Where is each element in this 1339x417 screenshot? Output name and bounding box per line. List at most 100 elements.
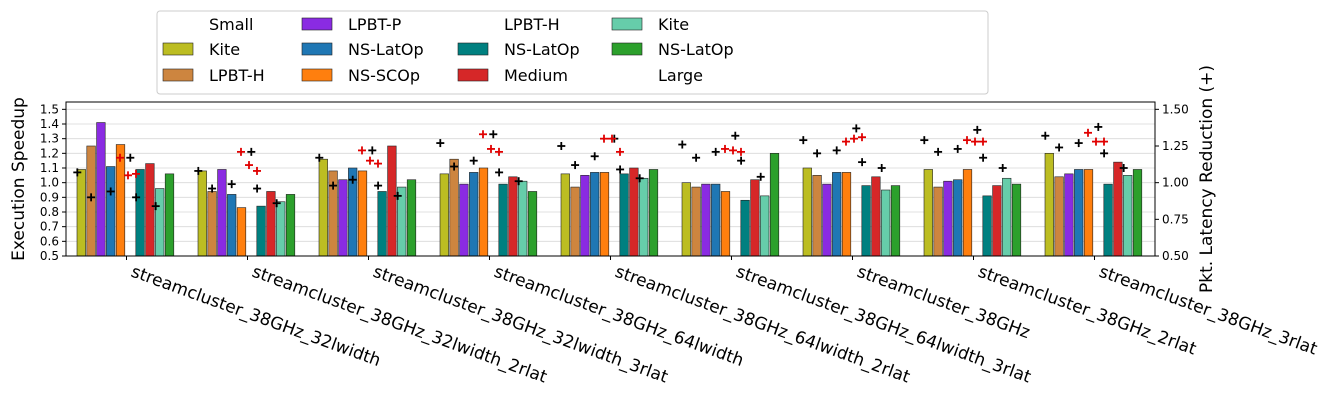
latency-marker-black (635, 174, 644, 183)
bar (518, 180, 528, 257)
latency-marker-black (858, 158, 867, 167)
bar (1132, 169, 1143, 257)
bar (397, 186, 407, 257)
bar (1123, 175, 1133, 257)
latency-marker-red (858, 133, 866, 142)
latency-marker-black (132, 193, 141, 202)
bar (841, 172, 852, 257)
bar (802, 167, 812, 257)
bar (135, 169, 145, 257)
bar (96, 122, 106, 257)
latency-marker-black (151, 202, 160, 211)
legend-swatch (162, 42, 194, 56)
bar (1064, 173, 1074, 257)
bar (861, 185, 871, 257)
bar (318, 158, 328, 257)
legend: Small Kite LPBT-H LPBT-P NS-LatOp NS-SCOp LPBT… (156, 10, 989, 95)
bar (236, 207, 247, 257)
y-axis-right: 0.50 0.75 1.00 1.25 1.50 (1155, 102, 1189, 263)
latency-marker-black (711, 147, 720, 156)
bar (276, 201, 286, 257)
bar (681, 182, 691, 257)
bar (711, 183, 721, 257)
latency-marker-black (393, 191, 402, 200)
latency-marker-red (1084, 128, 1092, 137)
legend-swatch (457, 68, 489, 82)
bar (629, 167, 639, 257)
latency-marker-red (1100, 137, 1108, 146)
bar (570, 186, 580, 257)
bar (1083, 169, 1094, 257)
legend-swatch (457, 42, 489, 56)
legend-label: Large (658, 66, 703, 85)
latency-marker-red (963, 136, 971, 145)
bars (76, 122, 1143, 257)
latency-marker-black (799, 136, 808, 145)
latency-marker-red (600, 134, 608, 143)
legend-swatch (301, 42, 333, 56)
bar (439, 173, 449, 257)
bar (164, 173, 175, 257)
bar (1113, 161, 1123, 257)
latency-marker-black (348, 175, 357, 184)
latency-marker-red (358, 146, 366, 155)
latency-marker-black (756, 172, 765, 181)
legend-label: Medium (504, 66, 568, 85)
bar (701, 183, 711, 257)
bar (1044, 153, 1054, 257)
bar (923, 169, 933, 257)
bar (871, 176, 881, 257)
latency-marker-black (877, 164, 886, 172)
legend-box (156, 10, 989, 95)
bar (580, 175, 590, 257)
bar (197, 170, 207, 257)
y2-tick-label: 1.25 (1162, 139, 1189, 153)
legend-label: LPBT-P (348, 15, 402, 34)
latency-marker-black (731, 131, 740, 140)
latency-marker-red (245, 161, 253, 170)
y-tick-label: 1.4 (40, 117, 59, 131)
bar (720, 191, 731, 257)
y2-tick-label: 1.50 (1162, 102, 1189, 116)
legend-swatch (301, 68, 333, 82)
y-tick-label: 1.3 (40, 132, 59, 146)
latency-marker-red (237, 147, 245, 156)
y-tick-label: 1.0 (40, 176, 59, 190)
bar (1054, 176, 1064, 257)
bar (953, 179, 963, 257)
bar (769, 153, 780, 257)
bar (943, 180, 953, 257)
latency-marker-red (366, 156, 374, 165)
y-axis-label: Execution Speedup (9, 97, 29, 261)
latency-marker-black (813, 149, 822, 158)
bar (933, 186, 943, 257)
latency-marker-black (1119, 164, 1128, 172)
latency-marker-black (469, 156, 478, 165)
bar (1103, 183, 1113, 257)
y-tick-label: 1.5 (40, 102, 59, 116)
latency-marker-black (571, 161, 580, 170)
legend-label: LPBT-H (209, 66, 265, 85)
bar (227, 194, 237, 257)
latency-marker-red (487, 144, 495, 153)
latency-marker-red (124, 171, 132, 180)
bar (639, 177, 649, 257)
latency-marker-red (971, 137, 979, 146)
y2-axis-label: Pkt. Latency Reduction (+) (1197, 65, 1217, 293)
bar (406, 179, 417, 257)
latency-marker-black (489, 130, 498, 139)
latency-marker-black (514, 177, 523, 186)
latency-marker-black (692, 153, 701, 162)
latency-marker-black (253, 184, 262, 193)
latency-marker-red (979, 137, 987, 146)
latency-marker-red (132, 169, 140, 178)
bar (599, 172, 610, 257)
latency-marker-black (557, 142, 566, 150)
bar (387, 145, 397, 257)
latency-marker-black (973, 125, 982, 134)
legend-label: LPBT-H (504, 15, 560, 34)
bar (377, 191, 387, 257)
latency-marker-black (495, 168, 504, 177)
bar (285, 194, 296, 257)
